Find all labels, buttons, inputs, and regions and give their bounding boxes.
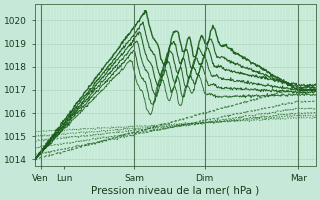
X-axis label: Pression niveau de la mer( hPa ): Pression niveau de la mer( hPa ) (91, 186, 260, 196)
